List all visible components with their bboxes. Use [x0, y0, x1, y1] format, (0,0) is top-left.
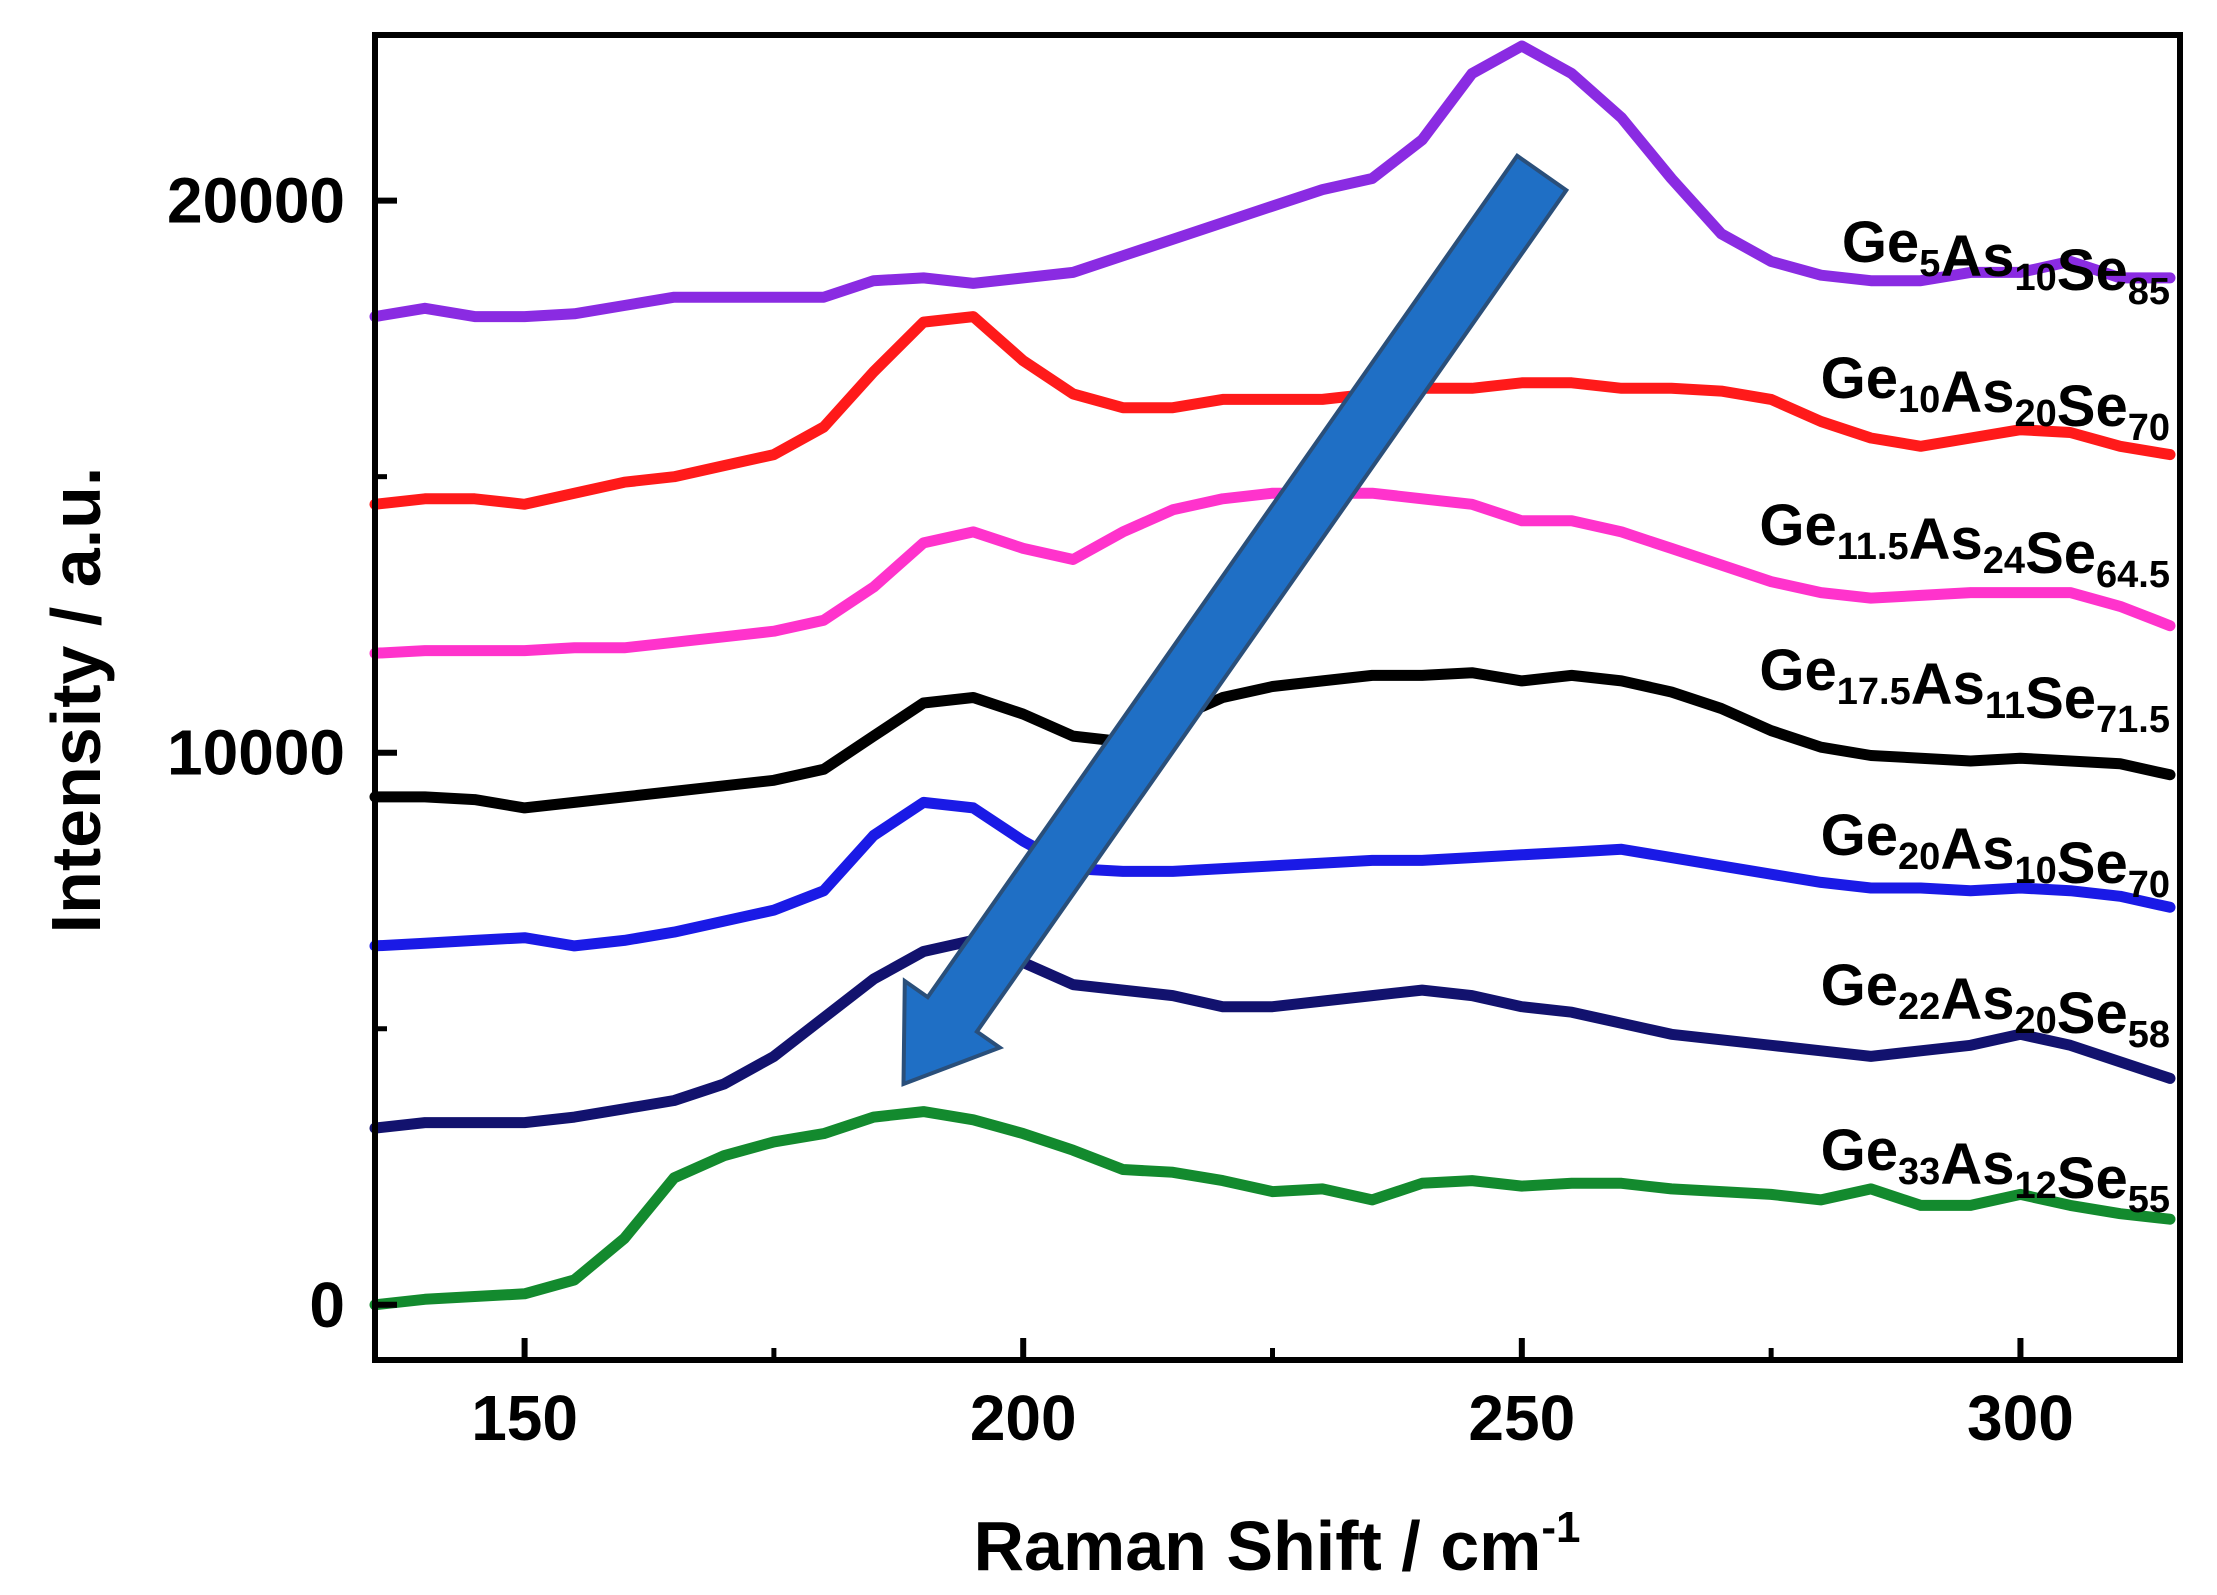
series-line-3 [369, 667, 2176, 814]
series-line-6 [369, 1106, 2176, 1311]
y-tick-label-0: 0 [309, 1269, 345, 1341]
series-label-1: Ge10As20Se70 [1821, 346, 2170, 449]
axis-ticks: 150 200 250 300 0 10000 20000 [167, 165, 2074, 1454]
series-line-2 [369, 487, 2176, 659]
series-line-5 [369, 934, 2176, 1134]
plot-lines [369, 40, 2176, 1311]
x-axis-title-main: Raman Shift / cm [973, 1507, 1541, 1585]
series-line-4 [369, 796, 2176, 952]
series-label-3: Ge17.5As11Se71.5 [1759, 638, 2170, 741]
x-tick-label-0: 150 [471, 1382, 578, 1454]
x-tick-label-3: 300 [1967, 1382, 2074, 1454]
trend-arrow [901, 153, 1570, 1087]
y-axis-title: Intensity / a.u. [37, 467, 115, 934]
plot-frame [372, 32, 2183, 1363]
series-label-2: Ge11.5As24Se64.5 [1759, 493, 2170, 596]
series-line-1 [369, 311, 2176, 510]
x-axis-title-superscript: -1 [1541, 1503, 1580, 1552]
series-line-0 [369, 40, 2176, 323]
trend-arrow-shape [901, 153, 1570, 1087]
y-tick-label-2: 20000 [167, 165, 345, 237]
series-label-6: Ge33As12Se55 [1821, 1118, 2170, 1221]
series-label-5: Ge22As20Se58 [1821, 953, 2170, 1056]
x-axis-title: Raman Shift / cm-1 [973, 1503, 1580, 1585]
x-tick-label-2: 250 [1468, 1382, 1575, 1454]
series-labels: Ge5As10Se85 Ge10As20Se70 Ge11.5As24Se64.5 G… [1759, 210, 2170, 1221]
x-tick-label-1: 200 [970, 1382, 1077, 1454]
series-label-0: Ge5As10Se85 [1842, 210, 2170, 313]
y-tick-label-1: 10000 [167, 717, 345, 789]
series-label-4: Ge20As10Se70 [1821, 803, 2170, 906]
